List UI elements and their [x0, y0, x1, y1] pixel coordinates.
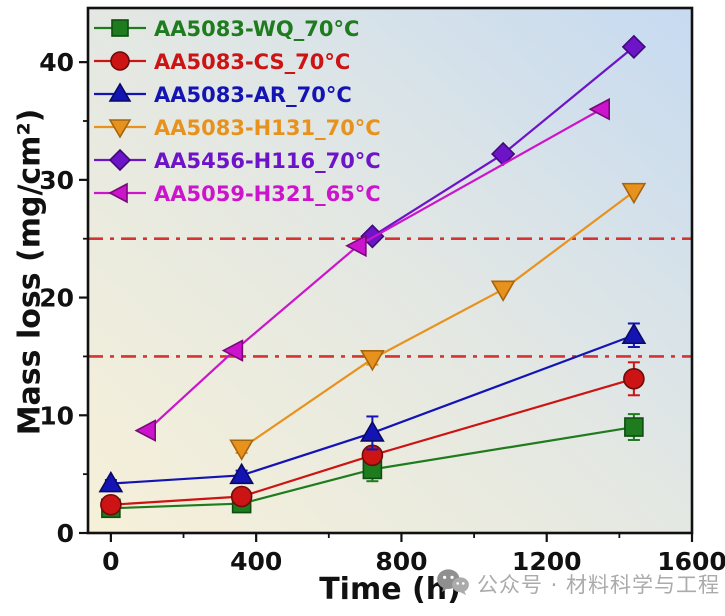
data-point-AA5083-H131_70°C [229, 439, 255, 461]
y-tick-label-10: 10 [39, 401, 74, 430]
legend-label-AA5059-H321_65°C: AA5059-H321_65°C [154, 182, 381, 206]
data-point-AA5083-H131_70°C [621, 182, 647, 205]
x-tick-label-1200: 1200 [512, 547, 582, 576]
series-line-AA5083-WQ_70°C [110, 425, 635, 510]
data-point-AA5083-H131_70°C [490, 280, 516, 302]
legend-marker-AA5083-WQ_70°C [111, 19, 129, 37]
wechat-icon [436, 568, 470, 600]
legend-marker-AA5083-CS_70°C [110, 51, 130, 71]
series-line-AA5059-H321_65°C [146, 108, 602, 432]
legend-marker-AA5059-H321_65°C [108, 182, 128, 204]
y-tick-label-0: 0 [57, 519, 74, 548]
legend-label-AA5456-H116_70°C: AA5456-H116_70°C [154, 149, 381, 173]
data-point-AA5083-AR_70°C [621, 322, 647, 345]
legend-marker-AA5083-H131_70°C [108, 119, 132, 139]
data-point-AA5083-CS_70°C [100, 493, 122, 516]
x-tick-label-1600: 1600 [657, 547, 725, 576]
data-point-AA5083-CS_70°C [623, 367, 645, 390]
y-tick-label-40: 40 [39, 48, 74, 77]
data-point-AA5083-AR_70°C [359, 420, 385, 442]
legend-label-AA5083-AR_70°C: AA5083-AR_70°C [154, 83, 352, 107]
legend-label-AA5083-H131_70°C: AA5083-H131_70°C [154, 116, 381, 140]
x-tick-label-800: 800 [375, 547, 427, 576]
legend-marker-AA5083-AR_70°C [108, 82, 132, 102]
legend-label-AA5083-CS_70°C: AA5083-CS_70°C [154, 50, 350, 74]
plot-background [88, 8, 692, 533]
series-line-AA5083-AR_70°C [110, 334, 635, 485]
data-point-AA5059-H321_65°C [345, 234, 367, 258]
data-point-AA5059-H321_65°C [221, 339, 244, 362]
data-point-AA5083-CS_70°C [230, 485, 253, 508]
data-point-AA5059-H321_65°C [588, 97, 611, 121]
y-tick-label-20: 20 [39, 284, 74, 313]
data-point-AA5083-H131_70°C [359, 349, 385, 372]
y-axis-title: Mass loss (mg/cm²) [12, 108, 48, 436]
data-point-AA5456-H116_70°C [621, 34, 647, 59]
watermark-text: 公众号 · 材料科学与工程 [477, 573, 721, 597]
data-point-AA5083-AR_70°C [98, 470, 124, 493]
y-tick-label-30: 30 [39, 166, 74, 195]
series-line-AA5083-CS_70°C [110, 377, 635, 506]
x-axis-title: Time (h) [319, 572, 461, 607]
data-point-AA5083-AR_70°C [229, 462, 255, 485]
plot-border [86, 6, 694, 535]
x-tick-label-0: 0 [102, 547, 119, 576]
watermark: 公众号 · 材料科学与工程 [436, 568, 720, 600]
legend-label-AA5083-WQ_70°C: AA5083-WQ_70°C [154, 17, 359, 41]
data-point-AA5083-WQ_70°C [624, 417, 644, 437]
legend-marker-AA5456-H116_70°C [108, 148, 132, 172]
series-line-AA5083-H131_70°C [241, 190, 635, 450]
data-point-AA5059-H321_65°C [134, 419, 157, 442]
x-tick-label-400: 400 [230, 547, 282, 576]
